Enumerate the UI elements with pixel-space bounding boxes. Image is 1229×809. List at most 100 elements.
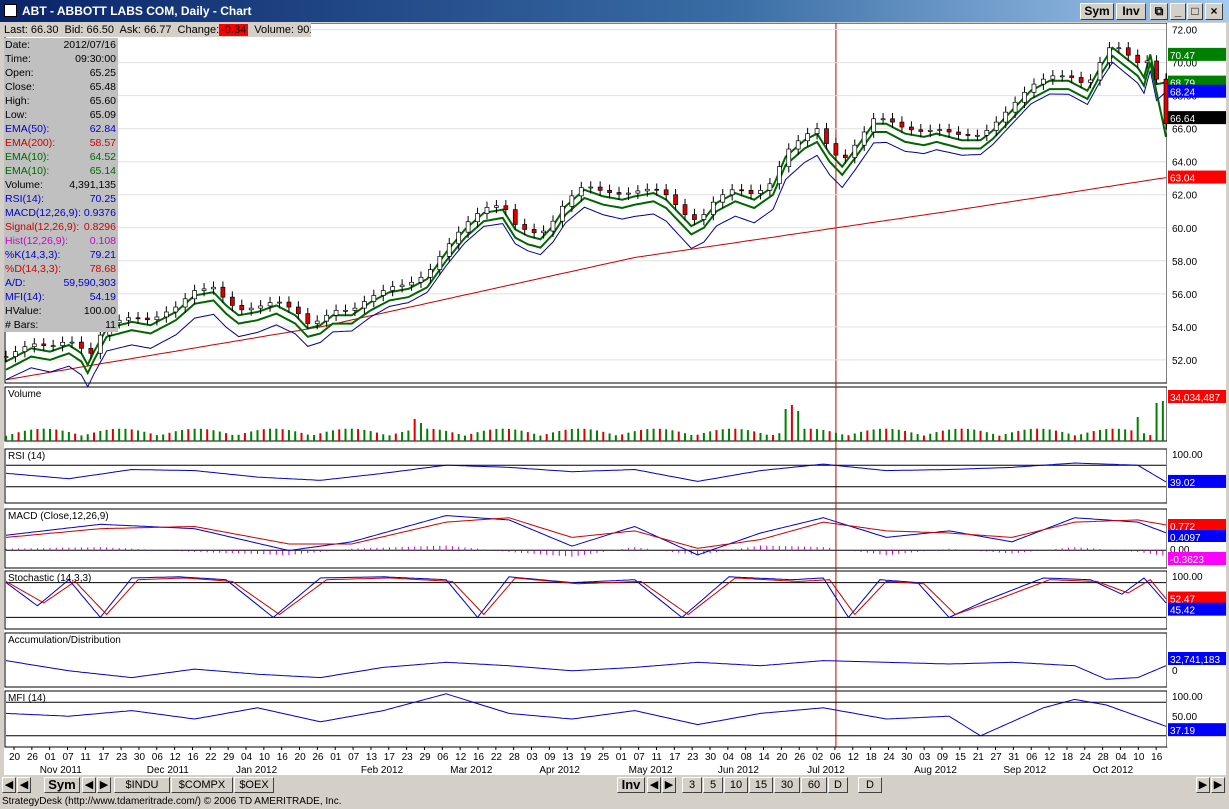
candle-body bbox=[88, 347, 94, 354]
chart-area[interactable]: 72.0070.0068.0066.0064.0062.0060.0058.00… bbox=[4, 23, 1226, 775]
volume-bar bbox=[809, 428, 812, 441]
volume-bar bbox=[627, 432, 630, 441]
scroll-left-icon[interactable]: ◀ bbox=[17, 777, 31, 793]
volume-bar bbox=[23, 430, 26, 441]
candle-body bbox=[484, 207, 490, 214]
volume-bar bbox=[124, 428, 127, 441]
candle-body bbox=[201, 288, 207, 291]
y-tick-label: 58.00 bbox=[1172, 257, 1197, 268]
symbol-tab-indu[interactable]: $INDU bbox=[114, 777, 170, 793]
x-tick-label: 12 bbox=[455, 752, 467, 763]
volume-bar bbox=[363, 429, 366, 441]
maximize-icon[interactable]: □ bbox=[1187, 3, 1203, 20]
volume-bar bbox=[646, 429, 649, 441]
next-symbol-icon[interactable]: ▶ bbox=[97, 777, 111, 793]
chart-canvas[interactable]: 72.0070.0068.0066.0064.0062.0060.0058.00… bbox=[4, 23, 1226, 775]
scroll-last-icon[interactable]: ▶ bbox=[1211, 777, 1225, 793]
scroll-first-icon[interactable]: ◀ bbox=[2, 777, 16, 793]
sym-button[interactable]: Sym bbox=[1080, 3, 1114, 20]
price-badge: 63.04 bbox=[1170, 174, 1195, 185]
candle-body bbox=[758, 189, 763, 194]
title-bar: ABT - ABBOTT LABS COM, Daily - Chart Sym… bbox=[0, 0, 1229, 22]
candle-body bbox=[1003, 111, 1009, 123]
candle-body bbox=[4, 356, 9, 358]
sym-tab-button[interactable]: Sym bbox=[44, 777, 80, 793]
volume-bar bbox=[5, 435, 7, 441]
scroll-right-icon[interactable]: ▶ bbox=[1196, 777, 1210, 793]
x-month-label: Feb 2012 bbox=[361, 765, 404, 775]
candle-body bbox=[795, 140, 801, 150]
info-row: Volume: 4,391,135 bbox=[4, 178, 118, 192]
volume-bar bbox=[1130, 430, 1133, 441]
candle-body bbox=[965, 134, 971, 136]
x-tick-label: 18 bbox=[866, 752, 878, 763]
volume-bar bbox=[677, 431, 680, 441]
period-tab-10[interactable]: 10 bbox=[724, 777, 748, 793]
volume-bar bbox=[143, 431, 146, 441]
candle-body bbox=[776, 166, 782, 185]
symbol-tab-oex[interactable]: $OEX bbox=[234, 777, 274, 793]
period-tab-d-active[interactable]: D bbox=[858, 777, 882, 793]
close-icon[interactable]: × bbox=[1205, 3, 1223, 20]
period-tab-d[interactable]: D bbox=[828, 777, 848, 793]
detach-icon[interactable]: ⧉ bbox=[1150, 3, 1168, 20]
volume-bar bbox=[633, 431, 636, 441]
x-month-label: Nov 2011 bbox=[40, 765, 83, 775]
volume-bar bbox=[897, 429, 900, 441]
info-row: A/D: 59,590,303 bbox=[4, 276, 118, 290]
volume-bar bbox=[929, 433, 932, 441]
volume-bar bbox=[199, 428, 202, 441]
volume-bar bbox=[67, 431, 70, 441]
candle-body bbox=[1022, 92, 1027, 103]
volume-bar bbox=[696, 434, 699, 441]
volume-bar bbox=[507, 428, 510, 441]
period-tab-15[interactable]: 15 bbox=[749, 777, 773, 793]
x-tick-label: 01 bbox=[45, 752, 57, 763]
candle-body bbox=[399, 284, 405, 288]
volume-bar bbox=[225, 433, 228, 441]
info-row: # Bars: 11 bbox=[4, 318, 118, 332]
volume-bar bbox=[992, 433, 995, 441]
x-tick-label: 13 bbox=[562, 752, 574, 763]
candle-body bbox=[22, 346, 28, 352]
info-row: EMA(10): 64.52 bbox=[4, 150, 118, 164]
info-label: %K(14,3,3): bbox=[5, 249, 61, 261]
price-badge: 70.47 bbox=[1170, 51, 1195, 62]
volume-bar bbox=[451, 432, 454, 441]
info-value: 65.48 bbox=[89, 81, 116, 93]
volume-bar bbox=[721, 429, 724, 441]
period-tab-60[interactable]: 60 bbox=[801, 777, 827, 793]
candle-body bbox=[560, 205, 565, 222]
price-badge: 68.24 bbox=[1170, 88, 1195, 99]
volume-bar bbox=[916, 434, 919, 441]
period-tab-5[interactable]: 5 bbox=[703, 777, 723, 793]
inv-button[interactable]: Inv bbox=[1116, 3, 1146, 20]
volume-bar bbox=[526, 432, 529, 441]
prev-symbol-icon[interactable]: ◀ bbox=[82, 777, 96, 793]
next-period-icon[interactable]: ▶ bbox=[662, 777, 676, 793]
x-tick-label: 06 bbox=[830, 752, 842, 763]
info-label: Time: bbox=[5, 53, 31, 65]
candle-body bbox=[182, 298, 188, 308]
minimize-icon[interactable]: _ bbox=[1170, 3, 1186, 20]
inv-tab-button[interactable]: Inv bbox=[617, 777, 645, 793]
info-label: EMA(10): bbox=[5, 165, 50, 177]
info-label: Date: bbox=[5, 39, 31, 51]
candle-body bbox=[1135, 54, 1141, 63]
prev-period-icon[interactable]: ◀ bbox=[647, 777, 661, 793]
y-tick-label: 66.00 bbox=[1172, 125, 1197, 136]
volume-bar bbox=[596, 430, 599, 441]
period-tab-3[interactable]: 3 bbox=[682, 777, 702, 793]
macd-badge: -0.3623 bbox=[1170, 555, 1204, 566]
period-tab-30[interactable]: 30 bbox=[774, 777, 800, 793]
symbol-tab-compx[interactable]: $COMPX bbox=[171, 777, 233, 793]
volume-bar bbox=[772, 434, 775, 441]
x-tick-label: 19 bbox=[580, 752, 592, 763]
volume-bar bbox=[834, 432, 837, 441]
volume-bar bbox=[922, 435, 925, 441]
x-tick-label: 11 bbox=[651, 752, 662, 763]
volume-bar bbox=[93, 432, 96, 441]
candle-body bbox=[956, 131, 961, 135]
volume-bar bbox=[1042, 428, 1045, 441]
change-value: -0.34 bbox=[219, 24, 249, 36]
